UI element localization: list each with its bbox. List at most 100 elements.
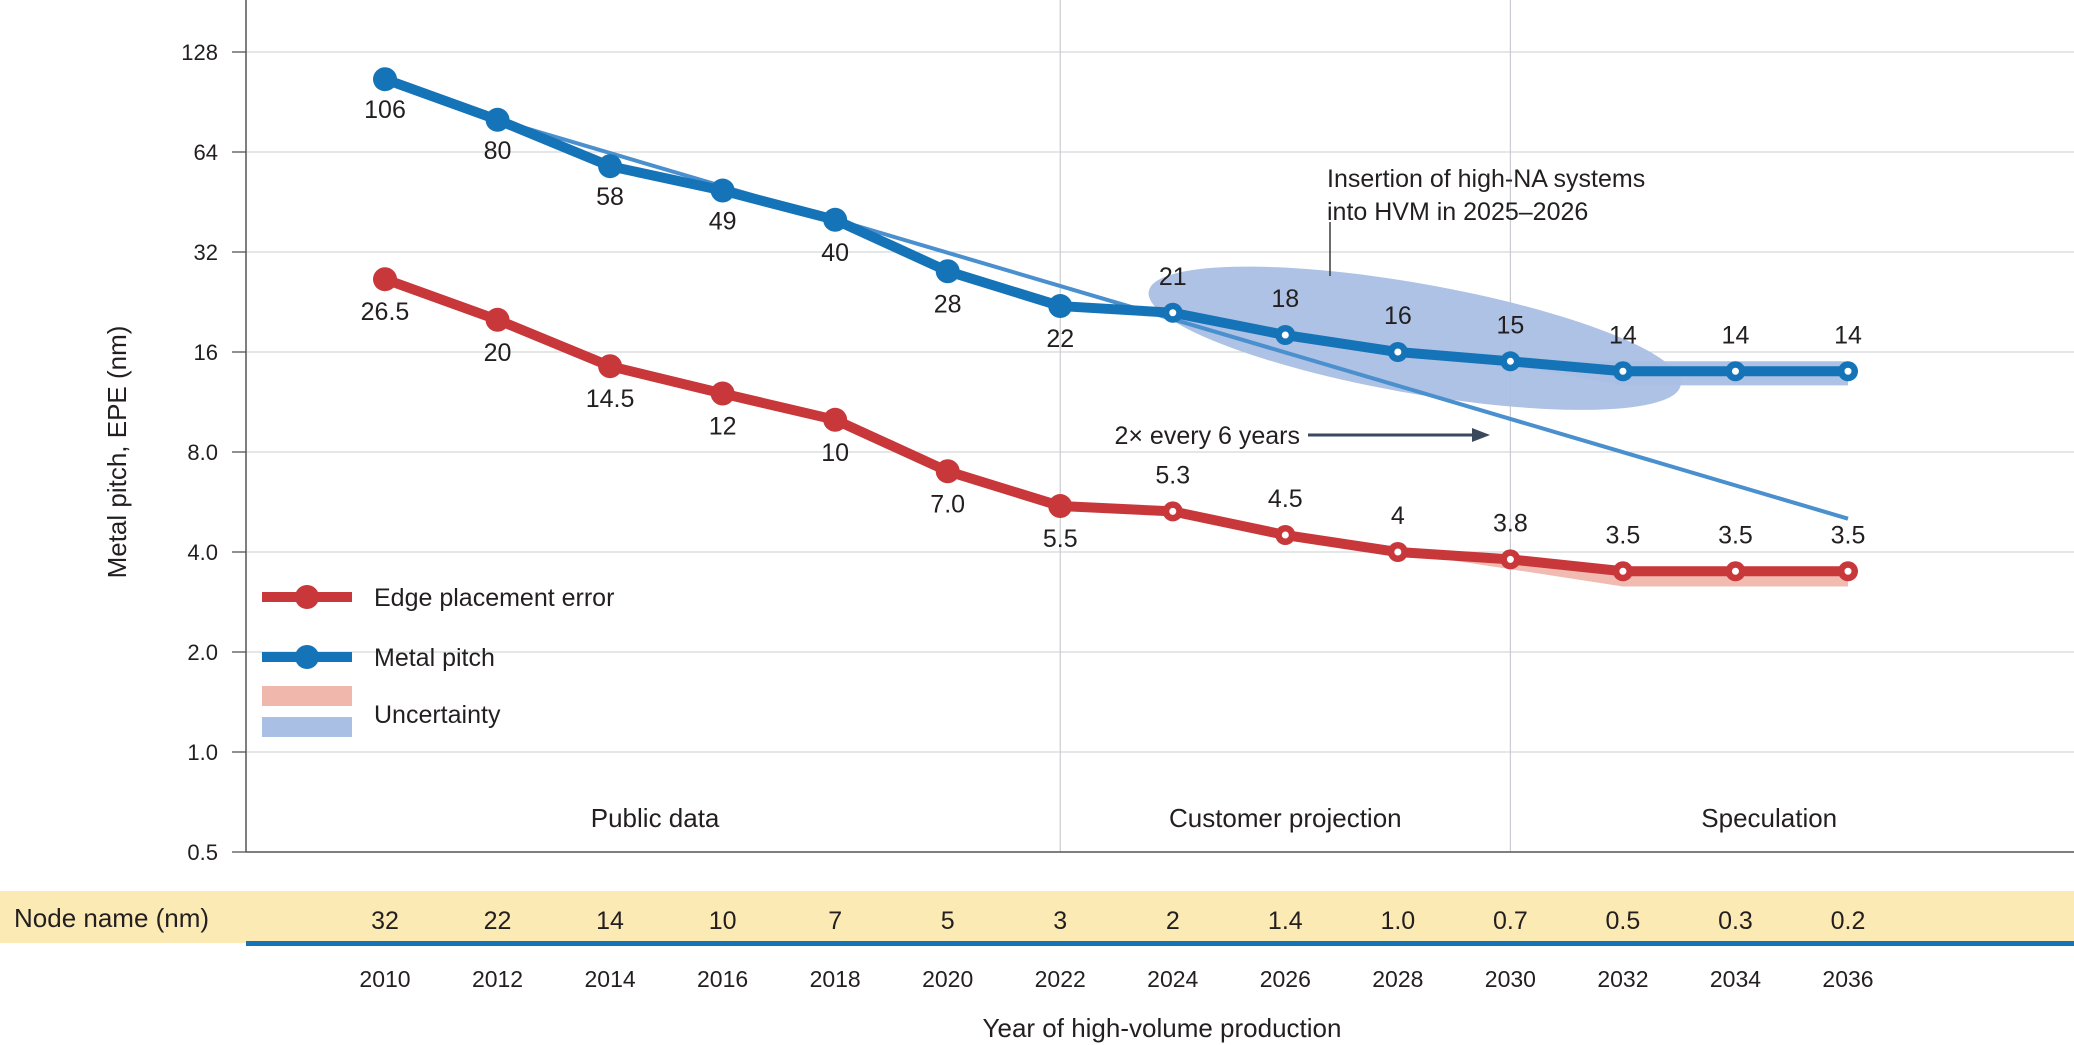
annotation-text: into HVM in 2025–2026 bbox=[1327, 198, 1588, 226]
node-row-band bbox=[0, 891, 2074, 943]
data-label: 3.8 bbox=[1493, 509, 1528, 537]
annotation-text: Insertion of high-NA systems bbox=[1327, 165, 1645, 193]
data-label: 18 bbox=[1271, 285, 1299, 313]
y-tick-label: 2.0 bbox=[187, 640, 218, 665]
node-name: 1.0 bbox=[1380, 907, 1415, 935]
data-label: 7.0 bbox=[930, 490, 965, 518]
data-point bbox=[710, 381, 735, 406]
y-tick-label: 128 bbox=[181, 40, 218, 65]
node-row-label: Node name (nm) bbox=[14, 903, 209, 933]
data-point bbox=[373, 67, 397, 92]
data-label: 4 bbox=[1391, 502, 1405, 530]
data-label: 5.3 bbox=[1155, 461, 1190, 489]
region-label: Customer projection bbox=[1169, 803, 1402, 833]
data-label: 10 bbox=[821, 439, 849, 467]
node-name: 0.5 bbox=[1606, 907, 1641, 935]
data-label: 80 bbox=[484, 137, 512, 165]
x-tick-label: 2024 bbox=[1147, 966, 1198, 992]
legend-swatch-marker bbox=[295, 645, 319, 669]
data-point bbox=[823, 207, 848, 232]
x-tick-label: 2010 bbox=[359, 966, 410, 992]
node-name: 14 bbox=[596, 907, 624, 935]
data-label: 22 bbox=[1046, 325, 1074, 353]
series-line-edge-placement-error bbox=[380, 274, 1853, 577]
region-label: Public data bbox=[591, 803, 720, 833]
legend-swatch-band bbox=[262, 717, 352, 737]
x-axis-label: Year of high-volume production bbox=[983, 1013, 1342, 1043]
node-name: 32 bbox=[371, 907, 399, 935]
y-tick-label: 0.5 bbox=[187, 840, 218, 865]
data-label: 49 bbox=[709, 208, 737, 236]
series-line-metal-pitch bbox=[380, 74, 1853, 377]
data-label: 14 bbox=[1834, 321, 1862, 349]
data-point-center bbox=[1394, 548, 1402, 556]
x-tick-label: 2034 bbox=[1710, 966, 1761, 992]
data-label: 16 bbox=[1384, 302, 1412, 330]
data-point-center bbox=[1844, 367, 1852, 375]
data-point bbox=[823, 407, 848, 432]
node-name-row: Node name (nm) 32 22 14 10 7 5 3 2 1.4 1.0 0.7 0.5 0.… bbox=[0, 891, 2074, 946]
x-tick-label: 2036 bbox=[1822, 966, 1873, 992]
data-point bbox=[598, 154, 623, 179]
data-label: 4.5 bbox=[1268, 485, 1303, 513]
annotation: Insertion of high-NA systems into HVM in … bbox=[1327, 165, 1645, 276]
data-point-center bbox=[1619, 367, 1627, 375]
data-point-center bbox=[1506, 357, 1514, 365]
legend-swatch-marker bbox=[295, 585, 319, 609]
data-point-center bbox=[1281, 531, 1289, 539]
data-label: 14 bbox=[1722, 321, 1750, 349]
x-tick-label: 2020 bbox=[922, 966, 973, 992]
legend: Edge placement error Metal pitch Uncertain… bbox=[262, 584, 614, 737]
trend-label: 2× every 6 years bbox=[1114, 422, 1300, 450]
data-point-center bbox=[1731, 567, 1739, 575]
x-tick-label: 2012 bbox=[472, 966, 523, 992]
node-name: 10 bbox=[709, 907, 737, 935]
data-label: 106 bbox=[364, 96, 406, 124]
legend-swatch-band bbox=[262, 686, 352, 706]
x-tick-label: 2018 bbox=[810, 966, 861, 992]
y-tick-label: 1.0 bbox=[187, 740, 218, 765]
legend-label: Uncertainty bbox=[374, 701, 501, 729]
data-point bbox=[935, 259, 960, 284]
data-label: 14 bbox=[1609, 321, 1637, 349]
data-label: 58 bbox=[596, 183, 624, 211]
data-point bbox=[935, 459, 960, 484]
x-tick-label: 2014 bbox=[584, 966, 635, 992]
node-name: 1.4 bbox=[1268, 907, 1303, 935]
y-tick-label: 32 bbox=[194, 240, 218, 265]
x-tick-label: 2032 bbox=[1597, 966, 1648, 992]
x-tick-label: 2016 bbox=[697, 966, 748, 992]
x-tick-label: 2030 bbox=[1485, 966, 1536, 992]
data-label: 3.5 bbox=[1606, 521, 1641, 549]
high-na-ellipse bbox=[1148, 266, 1681, 410]
node-name: 5 bbox=[941, 907, 955, 935]
legend-label: Edge placement error bbox=[374, 584, 614, 612]
y-axis-label: Metal pitch, EPE (nm) bbox=[102, 326, 132, 579]
data-point-center bbox=[1731, 367, 1739, 375]
node-name: 2 bbox=[1166, 907, 1180, 935]
data-label: 15 bbox=[1496, 311, 1524, 339]
data-label: 3.5 bbox=[1718, 521, 1753, 549]
data-point-center bbox=[1506, 555, 1514, 563]
data-label: 21 bbox=[1159, 263, 1187, 291]
data-point bbox=[485, 307, 510, 332]
data-label: 3.5 bbox=[1831, 521, 1866, 549]
data-point bbox=[485, 107, 510, 132]
trend-arrow-head bbox=[1472, 428, 1490, 442]
data-label: 12 bbox=[709, 413, 737, 441]
node-name: 0.2 bbox=[1831, 907, 1866, 935]
data-label: 28 bbox=[934, 290, 962, 318]
x-tick-label: 2026 bbox=[1260, 966, 1311, 992]
data-point-center bbox=[1169, 507, 1177, 515]
node-name: 22 bbox=[484, 907, 512, 935]
legend-label: Metal pitch bbox=[374, 644, 495, 672]
y-tick-label: 8.0 bbox=[187, 440, 218, 465]
x-tick-label: 2022 bbox=[1035, 966, 1086, 992]
data-point bbox=[1048, 294, 1073, 319]
data-point-center bbox=[1281, 331, 1289, 339]
data-label: 26.5 bbox=[361, 298, 410, 326]
data-point-center bbox=[1169, 309, 1177, 317]
y-tick-label: 16 bbox=[194, 340, 218, 365]
data-label: 40 bbox=[821, 239, 849, 267]
